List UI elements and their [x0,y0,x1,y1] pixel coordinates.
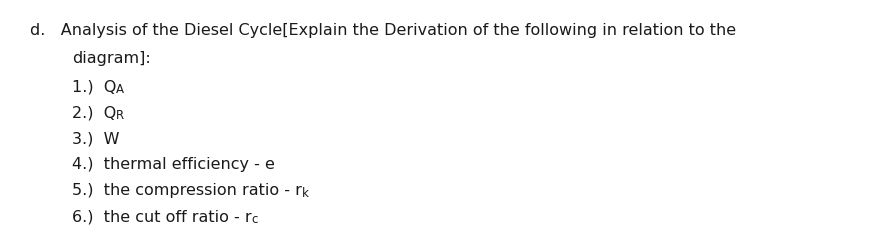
Text: 1.)  Q: 1.) Q [72,79,116,94]
Text: diagram]:: diagram]: [72,51,151,66]
Text: k: k [302,187,309,200]
Text: 2.)  Q: 2.) Q [72,105,116,120]
Text: c: c [251,213,258,226]
Text: 3.)  W: 3.) W [72,131,119,146]
Text: 6.)  the cut off ratio - r: 6.) the cut off ratio - r [72,209,251,224]
Text: A: A [116,83,124,96]
Text: 5.)  the compression ratio - r: 5.) the compression ratio - r [72,183,302,198]
Text: 4.)  thermal efficiency - e: 4.) thermal efficiency - e [72,157,275,172]
Text: R: R [116,109,124,122]
Text: d.   Analysis of the Diesel Cycle[Explain the Derivation of the following in rel: d. Analysis of the Diesel Cycle[Explain … [30,23,736,38]
